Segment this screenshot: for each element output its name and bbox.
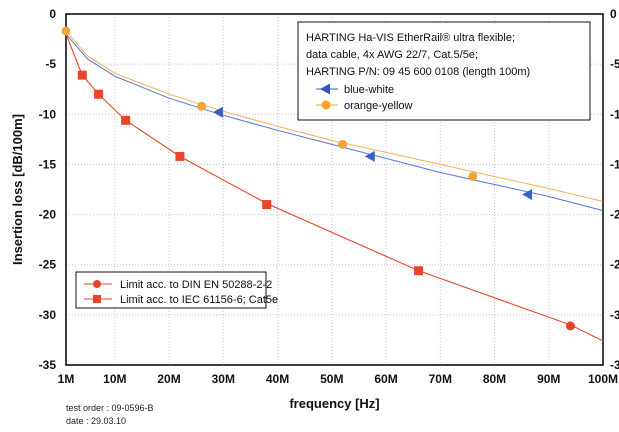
series-line-orange-yellow [65, 30, 604, 202]
y-tick-label: -20 [39, 208, 57, 222]
legend-title-line-2: data cable, 4x AWG 22/7, Cat.5/5e; [306, 49, 478, 61]
x-tick-label: 1M [58, 372, 75, 386]
x-tick-label: 50M [320, 372, 343, 386]
data-point-blue-white [522, 189, 533, 201]
data-point-blue-white [364, 150, 375, 162]
right-tick-label: -2 [610, 208, 619, 222]
y-tick-label: 0 [49, 7, 56, 21]
legend-iec-label: Limit acc. to IEC 61156-6; Cat5e [120, 294, 278, 306]
legend-blue-white-marker [320, 83, 330, 95]
data-point-blue-white [212, 106, 223, 118]
data-point-limit-acc-to-din-en-50288-2-2 [565, 321, 575, 331]
data-point-limit-acc-to-iec-61156-6-cat5e [77, 70, 87, 80]
x-tick-label: 70M [429, 372, 452, 386]
legend-din-label: Limit acc. to DIN EN 50288-2-2 [120, 279, 272, 291]
y-axis-title: Insertion loss [dB/100m] [10, 114, 25, 265]
legend-entry-blue-white: blue-white [316, 83, 394, 96]
data-point-limit-acc-to-iec-61156-6-cat5e [262, 200, 272, 210]
legend-bottom: Limit acc. to DIN EN 50288-2-2 Limit acc… [75, 271, 278, 309]
y-tick-label: -15 [39, 157, 57, 171]
legend-entry-din: Limit acc. to DIN EN 50288-2-2 [84, 279, 272, 291]
y-tick-label: -10 [39, 107, 57, 121]
footer-test-order: test order : 09-0596-B [66, 403, 154, 413]
data-point-orange-yellow [197, 101, 207, 111]
x-axis-title: frequency [Hz] [289, 396, 379, 411]
right-tick-label: -5 [610, 57, 619, 71]
y-tick-label: -25 [39, 258, 57, 272]
y-tick-label: -30 [39, 308, 57, 322]
legend-title-line-1: HARTING Ha-VIS EtherRail® ultra flexible… [306, 32, 515, 44]
x-tick-label: 100M [588, 372, 618, 386]
footer-date: date : 29.03.10 [66, 416, 126, 426]
right-tick-label: -3 [610, 308, 619, 322]
x-tick-label: 80M [483, 372, 506, 386]
legend-top-box [297, 21, 591, 121]
right-tick-label: -2 [610, 258, 619, 272]
right-tick-label: -1 [610, 107, 619, 121]
right-tick-label: -3 [610, 358, 619, 372]
x-tick-label: 40M [266, 372, 289, 386]
x-tick-labels: 1M 10M 20M 30M 40M 50M 60M 70M 80M 90M 100M [58, 372, 618, 386]
legend-din-marker [93, 280, 101, 288]
legend-orange-yellow-marker [321, 100, 331, 110]
right-tick-label: -1 [610, 157, 619, 171]
data-point-orange-yellow [338, 139, 348, 149]
legend-blue-white-label: blue-white [344, 84, 394, 96]
legend-orange-yellow-label: orange-yellow [344, 100, 413, 112]
legend-entry-orange-yellow: orange-yellow [316, 100, 413, 112]
x-tick-label: 10M [103, 372, 126, 386]
x-tick-label: 30M [212, 372, 235, 386]
data-point-orange-yellow [61, 26, 71, 36]
y-tick-label: -35 [39, 358, 57, 372]
series-markers [61, 26, 575, 331]
x-tick-label: 60M [374, 372, 397, 386]
data-point-limit-acc-to-iec-61156-6-cat5e [121, 115, 131, 125]
data-point-orange-yellow [468, 171, 478, 181]
y-tick-label: -5 [45, 57, 56, 71]
series-line-blue-white [65, 33, 604, 212]
data-point-limit-acc-to-iec-61156-6-cat5e [414, 266, 424, 276]
plot-frame [65, 13, 604, 366]
x-tick-label: 90M [537, 372, 560, 386]
y-tick-labels: 0 -5 -10 -15 -20 -25 -30 -35 [39, 7, 57, 372]
right-tick-label: 0 [610, 7, 617, 21]
data-point-limit-acc-to-iec-61156-6-cat5e [175, 151, 185, 161]
legend-top: HARTING Ha-VIS EtherRail® ultra flexible… [297, 21, 591, 121]
data-point-limit-acc-to-iec-61156-6-cat5e [94, 89, 104, 99]
legend-title-line-3: HARTING P/N: 09 45 600 0108 (length 100m… [306, 66, 530, 78]
legend-bottom-box [75, 271, 267, 309]
legend-entry-iec: Limit acc. to IEC 61156-6; Cat5e [84, 294, 278, 306]
legend-iec-marker [93, 295, 101, 303]
x-tick-label: 20M [157, 372, 180, 386]
right-tick-labels: 0 -5 -1 -1 -2 -2 -3 -3 [610, 7, 619, 372]
